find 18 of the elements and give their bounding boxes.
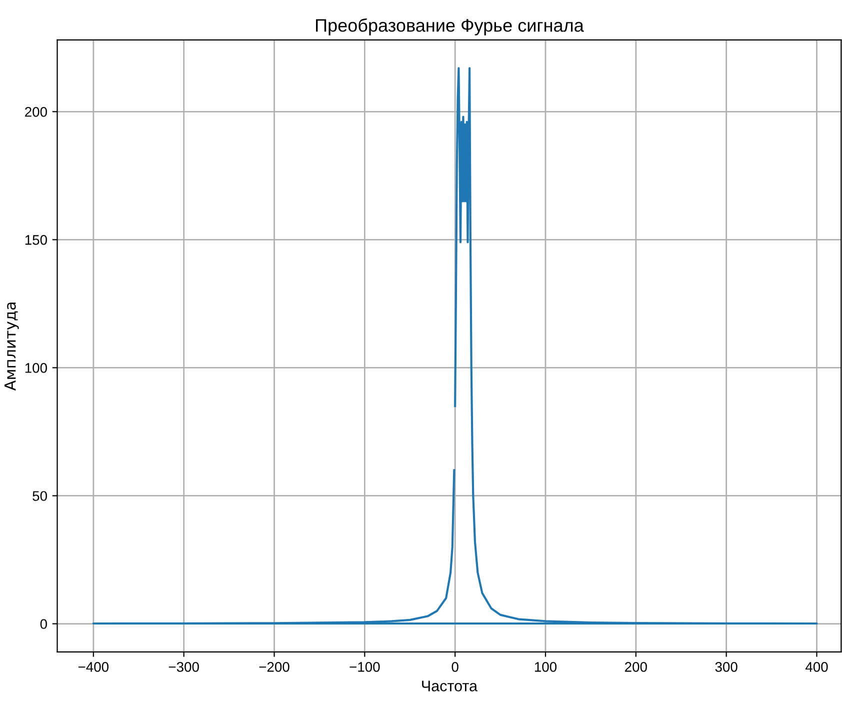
x-tick-label: 400 <box>805 662 828 672</box>
y-tick-label: 50 <box>32 491 47 501</box>
x-tick-label: 100 <box>534 662 557 672</box>
y-tick-label: 0 <box>40 619 47 629</box>
x-tick-label: −100 <box>350 662 380 672</box>
x-tick-label: 0 <box>452 662 458 672</box>
x-tick-label: 200 <box>625 662 647 672</box>
y-tick-label: 150 <box>25 235 47 245</box>
chart-title: Преобразование Фурье сигнала <box>316 18 584 36</box>
x-tick-label: −200 <box>259 662 290 672</box>
y-tick-label: 200 <box>25 106 47 117</box>
x-tick-label: 300 <box>715 662 738 672</box>
x-tick-label: −400 <box>78 662 109 672</box>
x-axis-title: Частота <box>422 680 478 692</box>
x-tick-label: −300 <box>168 662 199 672</box>
line-series <box>92 67 818 625</box>
y-axis-title: Амплитуда <box>4 302 19 391</box>
y-tick-label: 100 <box>25 363 47 373</box>
